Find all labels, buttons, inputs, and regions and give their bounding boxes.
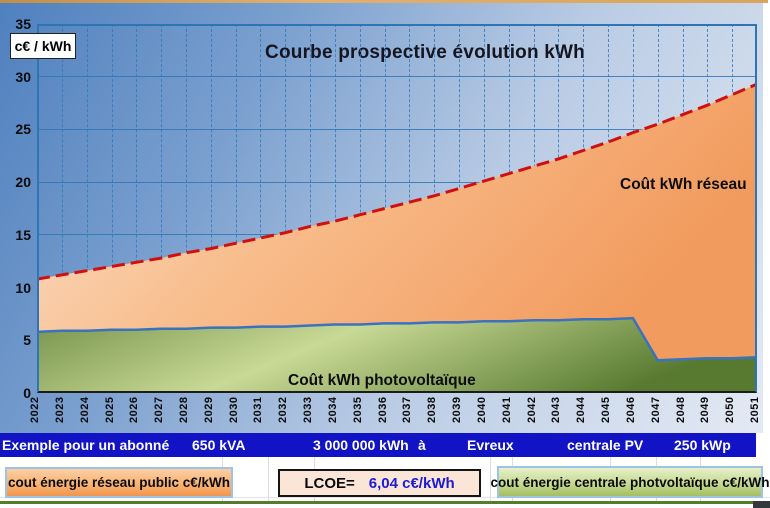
x-tick-label: 2042 — [525, 397, 538, 424]
banner-example-label: Exemple pour un abonné — [2, 437, 170, 453]
pv-area — [37, 318, 757, 393]
x-tick-label: 2031 — [252, 397, 265, 424]
x-tick-label: 2026 — [128, 397, 141, 424]
x-tick-label: 2022 — [29, 397, 41, 424]
banner-pv-label: centrale PV — [567, 437, 644, 453]
x-tick-label: 2046 — [624, 397, 637, 424]
banner-kwp-value: 250 kWp — [674, 437, 731, 453]
v-gridline — [285, 24, 287, 393]
cell-gridline — [490, 457, 491, 501]
x-tick-label: 2030 — [227, 397, 240, 424]
v-gridline — [334, 24, 336, 393]
lcoe-value: 6,04 c€/kWh — [368, 474, 455, 492]
y-tick-label: 30 — [15, 68, 31, 85]
x-tick-label: 2035 — [351, 397, 364, 424]
x-tick-label: 2033 — [302, 397, 315, 424]
x-tick-label: 2041 — [500, 397, 513, 424]
v-gridline — [186, 24, 187, 393]
y-axis-unit-box: c€ / kWh — [10, 33, 76, 59]
chart-area[interactable]: Courbe prospective évolution kWh — [0, 0, 763, 433]
y-tick-label: 0 — [23, 385, 31, 401]
reseau-area — [37, 84, 757, 361]
v-gridline — [86, 24, 88, 393]
y-tick-label: 10 — [15, 279, 31, 296]
v-gridline — [136, 24, 138, 393]
h-gridline — [37, 76, 757, 78]
x-tick-label: 2025 — [103, 397, 116, 424]
x-tick-label: 2036 — [376, 397, 389, 424]
x-tick-label: 2032 — [277, 397, 290, 424]
x-axis: 2022 2023 2024 2025 2026 2027 2028 2029 2030 2031… — [29, 397, 761, 433]
x-tick-label: 2024 — [78, 397, 91, 424]
lcoe-cell: LCOE= 6,04 c€/kWh — [278, 469, 481, 497]
x-tick-label: 2029 — [202, 397, 215, 424]
h-gridline — [37, 128, 757, 130]
y-tick-label: 35 — [15, 16, 31, 32]
x-tick-label: 2028 — [178, 397, 190, 424]
bottom-border-rule — [0, 501, 770, 504]
legend-pv-cell: cout énergie centrale photvoltaïque c€/k… — [490, 466, 770, 498]
x-tick-label: 2023 — [53, 397, 66, 424]
banner-a-label: à — [418, 437, 426, 453]
lcoe-label: LCOE= — [304, 474, 355, 492]
x-tick-label: 2034 — [326, 397, 339, 424]
v-gridline — [111, 24, 113, 393]
y-tick-label: 15 — [15, 226, 31, 243]
chart-title: Courbe prospective évolution kWh — [265, 42, 585, 63]
x-tick-label: 2049 — [699, 397, 712, 424]
pv-top-line — [37, 316, 757, 362]
x-tick-label: 2050 — [724, 397, 737, 424]
top-border-rule — [0, 0, 768, 3]
area-chart-svg — [37, 82, 757, 393]
banner-kva-value: 650 kVA — [192, 437, 246, 453]
cell-gridline — [268, 457, 269, 501]
x-tick-label: 2044 — [575, 397, 588, 424]
v-gridline — [161, 24, 163, 393]
v-gridline — [61, 24, 63, 393]
x-tick-label: 2039 — [451, 397, 464, 424]
subscriber-banner: Exemple pour un abonné 650 kVA 3 000 000… — [0, 433, 756, 457]
reseau-dashed-line — [37, 82, 757, 358]
x-tick-label: 2037 — [401, 397, 414, 424]
banner-city-value: Evreux — [467, 437, 514, 453]
reseau-area-label: Coût kWh réseau — [620, 176, 747, 193]
bottom-right-corner — [753, 501, 770, 508]
pv-area-label: Coût kWh photovoltaïque — [288, 372, 476, 389]
y-tick-label: 20 — [15, 174, 31, 191]
x-tick-label: 2038 — [426, 397, 439, 424]
y-tick-label: 5 — [23, 332, 31, 349]
x-tick-label: 2043 — [550, 397, 563, 424]
v-gridline — [310, 24, 312, 393]
x-tick-label: 2051 — [749, 397, 761, 424]
v-gridline — [210, 24, 212, 393]
x-tick-label: 2048 — [674, 397, 687, 424]
x-tick-label: 2027 — [153, 397, 166, 424]
v-gridline — [235, 24, 237, 393]
legend-reseau-cell: cout énergie réseau public c€/kWh — [5, 467, 233, 498]
x-tick-label: 2040 — [475, 397, 488, 424]
banner-kwh-value: 3 000 000 kWh — [313, 437, 409, 453]
cell-gridline — [0, 497, 770, 498]
v-gridline — [359, 24, 361, 393]
v-gridline — [260, 24, 262, 393]
x-tick-label: 2047 — [649, 397, 662, 424]
plot-area — [37, 24, 757, 393]
h-gridline — [37, 181, 757, 183]
x-tick-label: 2045 — [600, 397, 612, 424]
y-tick-label: 25 — [15, 121, 31, 138]
